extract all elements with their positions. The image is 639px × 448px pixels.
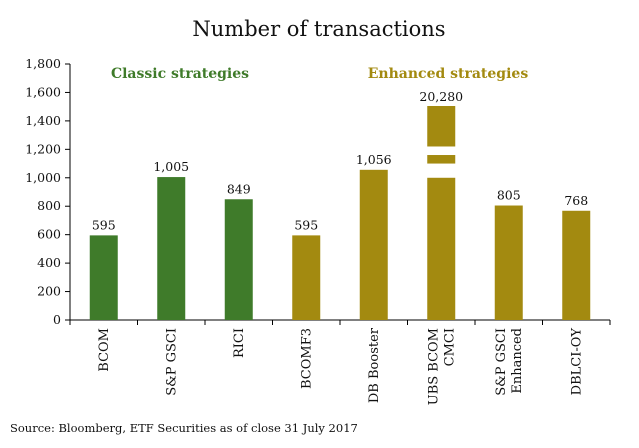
data-label: 1,056	[356, 152, 392, 167]
data-label: 805	[497, 188, 521, 203]
bar-segment	[427, 155, 456, 164]
y-tick-label: 1,800	[25, 56, 61, 71]
chart-title: Number of transactions	[192, 17, 445, 41]
x-tick-label-line: UBS BCOM	[426, 328, 441, 405]
bar	[157, 177, 186, 320]
y-tick-label: 1,000	[25, 170, 61, 185]
bar-segment	[427, 177, 456, 320]
x-tick-label: DBLCI-OY	[569, 328, 584, 396]
bar	[494, 205, 523, 320]
x-tick-label-line: BCOMF3	[299, 328, 314, 389]
data-label: 595	[92, 217, 116, 232]
y-tick-label: 200	[37, 284, 61, 299]
y-tick-label: 800	[37, 198, 61, 213]
bar	[224, 199, 253, 320]
x-tick-label-line: Enhanced	[510, 328, 525, 394]
x-tick-label: RICI	[232, 328, 247, 358]
source-note: Source: Bloomberg, ETF Securities as of …	[10, 421, 358, 435]
x-tick-label: S&P GSCIEnhanced	[494, 328, 525, 396]
x-tick-label: BCOMF3	[299, 328, 314, 389]
x-tick-label: S&P GSCI	[164, 328, 179, 396]
x-tick-label: UBS BCOMCMCI	[426, 328, 457, 405]
y-tick-label: 1,600	[25, 84, 61, 99]
x-tick-label-line: S&P GSCI	[164, 328, 179, 396]
bar	[562, 210, 591, 320]
x-tick-label-line: DBLCI-OY	[569, 328, 584, 396]
y-tick-label: 0	[53, 312, 61, 327]
y-tick-label: 1,200	[25, 141, 61, 156]
data-label: 768	[564, 193, 588, 208]
x-tick-label-line: CMCI	[442, 328, 457, 366]
bar-segment	[427, 106, 456, 147]
x-tick-label-line: S&P GSCI	[494, 328, 509, 396]
plot-area: 0 200 400 600 800 1,000 1,200 1,400 1,600 1,800 59…	[25, 56, 611, 405]
x-tick-label: DB Booster	[367, 327, 382, 403]
data-label: 849	[227, 181, 251, 196]
bar	[359, 169, 388, 320]
x-tick-label-line: DB Booster	[367, 327, 382, 403]
x-tick-label-line: RICI	[232, 328, 247, 358]
data-label: 20,280	[419, 89, 463, 104]
y-tick-label: 1,400	[25, 113, 61, 128]
bar	[292, 235, 321, 320]
data-label: 595	[294, 217, 318, 232]
y-tick-label: 600	[37, 227, 61, 242]
y-tick-label: 400	[37, 255, 61, 270]
x-tick-label-line: BCOM	[97, 328, 112, 372]
legend-classic-strategies: Classic strategies	[111, 66, 249, 82]
bar	[89, 235, 118, 320]
x-tick-label: BCOM	[97, 328, 112, 372]
data-label: 1,005	[153, 159, 189, 174]
legend-enhanced-strategies: Enhanced strategies	[368, 66, 529, 82]
